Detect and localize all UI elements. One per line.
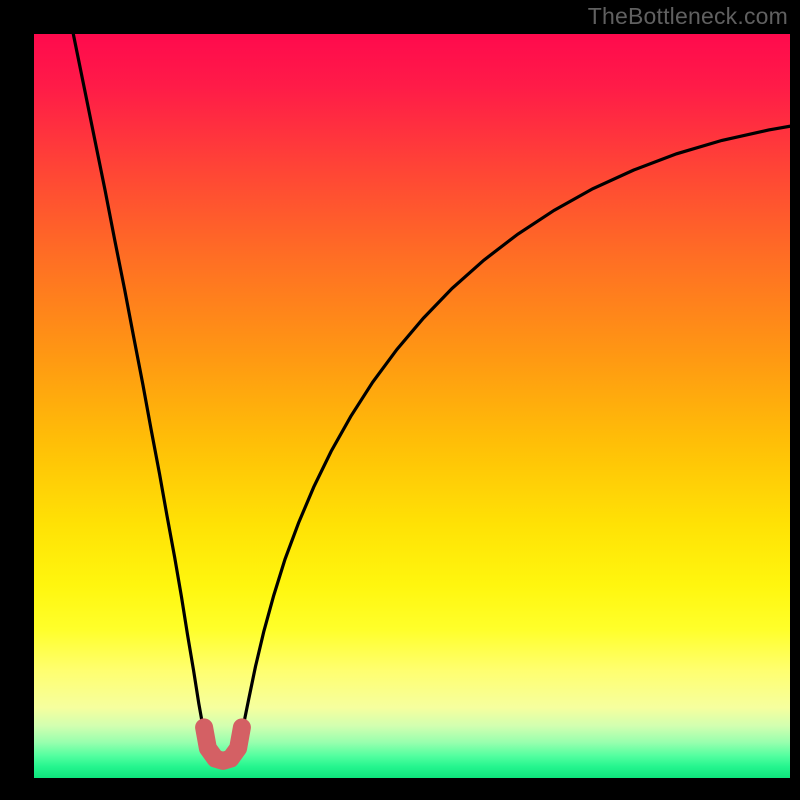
plot-area xyxy=(34,34,790,778)
chart-svg xyxy=(34,34,790,778)
watermark-text: TheBottleneck.com xyxy=(588,3,788,30)
